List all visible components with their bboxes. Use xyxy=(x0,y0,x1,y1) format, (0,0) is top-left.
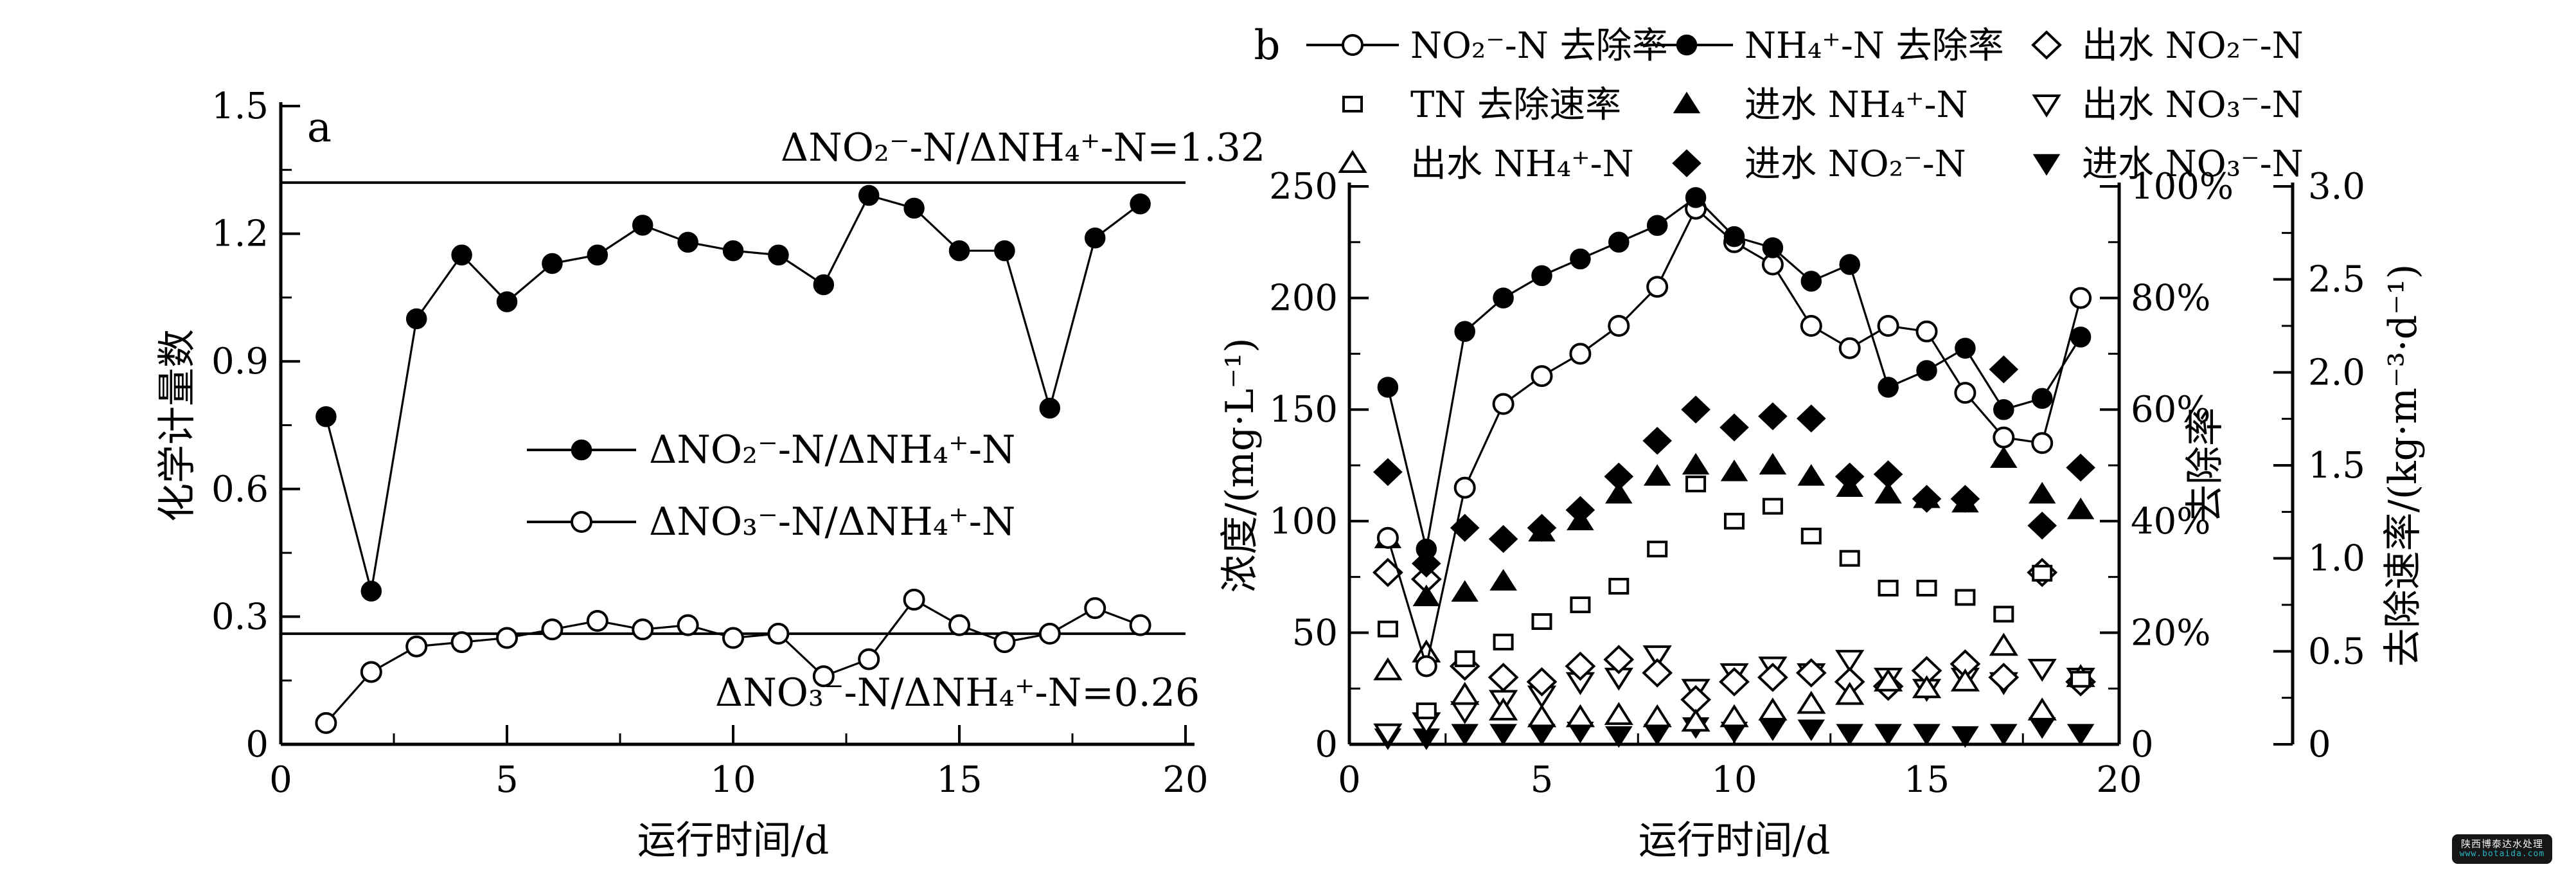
panel-a-legend: ΔNO₂⁻-N/ΔNH₄⁺-N ΔNO₃⁻-N/ΔNH₄⁺-N xyxy=(527,427,1015,544)
legend-item-nh4_removal: NH₄⁺-N 去除率 xyxy=(1640,25,2004,67)
legend-item-dno2-dnh4: ΔNO₂⁻-N/ΔNH₄⁺-N xyxy=(527,427,1015,472)
panel-a-letter: a xyxy=(307,104,332,152)
svg-text:10: 10 xyxy=(1711,759,1757,801)
watermark-company-name: 陕西博泰达水处理 xyxy=(2460,838,2543,850)
svg-text:1.2: 1.2 xyxy=(211,213,269,255)
svg-text:出水 NO₂⁻-N: 出水 NO₂⁻-N xyxy=(2082,25,2304,67)
svg-text:40%: 40% xyxy=(2131,501,2210,542)
svg-text:ΔNO₃⁻-N/ΔNH₄⁺-N=0.26: ΔNO₃⁻-N/ΔNH₄⁺-N=0.26 xyxy=(715,670,1200,715)
svg-text:0: 0 xyxy=(2131,724,2154,766)
panel-b-letter: b xyxy=(1254,22,1281,69)
svg-text:20: 20 xyxy=(2096,759,2142,801)
svg-text:进水 NO₃⁻-N: 进水 NO₃⁻-N xyxy=(2082,143,2304,185)
watermark-url: www.botaida.com xyxy=(2459,849,2545,859)
svg-text:ΔNO₃⁻-N/ΔNH₄⁺-N: ΔNO₃⁻-N/ΔNH₄⁺-N xyxy=(649,499,1015,544)
svg-text:20%: 20% xyxy=(2131,612,2210,654)
legend-item-eff_nh4: 出水 NH₄⁺-N xyxy=(1338,143,1634,185)
svg-text:进水 NO₂⁻-N: 进水 NO₂⁻-N xyxy=(1745,143,1966,185)
svg-text:3.0: 3.0 xyxy=(2308,166,2365,208)
svg-text:进水 NH₄⁺-N: 进水 NH₄⁺-N xyxy=(1745,84,1968,126)
svg-text:TN 去除速率: TN 去除速率 xyxy=(1410,84,1621,126)
series-dno2-dnh4 xyxy=(315,184,1151,602)
svg-text:200: 200 xyxy=(1269,278,1338,319)
svg-text:20: 20 xyxy=(1162,759,1208,801)
svg-text:化学计量数: 化学计量数 xyxy=(155,329,200,522)
series-tn_rate xyxy=(1377,475,2092,719)
svg-text:b: b xyxy=(1254,22,1281,69)
svg-text:15: 15 xyxy=(1904,759,1950,801)
legend-item-inf_no3: 进水 NO₃⁻-N xyxy=(2032,143,2304,185)
svg-text:0: 0 xyxy=(2308,724,2331,766)
svg-text:ΔNO₂⁻-N/ΔNH₄⁺-N: ΔNO₂⁻-N/ΔNH₄⁺-N xyxy=(649,427,1015,472)
svg-text:ΔNO₂⁻-N/ΔNH₄⁺-N=1.32: ΔNO₂⁻-N/ΔNH₄⁺-N=1.32 xyxy=(781,125,1265,170)
svg-text:0: 0 xyxy=(1338,759,1361,801)
svg-text:100%: 100% xyxy=(2131,166,2234,208)
svg-text:250: 250 xyxy=(1269,166,1338,208)
legend-item-inf_nh4: 进水 NH₄⁺-N xyxy=(1673,84,1968,126)
legend-item-tn_rate: TN 去除速率 xyxy=(1342,84,1621,126)
svg-text:1.5: 1.5 xyxy=(211,85,269,127)
svg-text:15: 15 xyxy=(936,759,982,801)
svg-text:0.9: 0.9 xyxy=(211,341,269,382)
legend-item-eff_no3: 出水 NO₃⁻-N xyxy=(2032,84,2304,126)
svg-text:150: 150 xyxy=(1269,389,1338,431)
svg-text:2.5: 2.5 xyxy=(2308,259,2365,301)
svg-text:60%: 60% xyxy=(2131,389,2210,431)
svg-text:运行时间/d: 运行时间/d xyxy=(1639,818,1831,863)
svg-text:0.3: 0.3 xyxy=(211,596,269,638)
svg-text:50: 50 xyxy=(1292,612,1338,654)
svg-text:NO₂⁻-N 去除率: NO₂⁻-N 去除率 xyxy=(1410,25,1668,67)
svg-text:5: 5 xyxy=(495,759,519,801)
watermark-badge: 陕西博泰达水处理 www.botaida.com xyxy=(2452,834,2552,864)
series-inf_no2 xyxy=(1373,355,2095,578)
svg-text:NH₄⁺-N 去除率: NH₄⁺-N 去除率 xyxy=(1745,25,2004,67)
svg-text:0: 0 xyxy=(269,759,292,801)
svg-text:10: 10 xyxy=(710,759,756,801)
svg-text:2.0: 2.0 xyxy=(2308,352,2365,393)
panel-a-axes: 0 0.3 0.6 0.9 1.2 1.5 0 5 10 15 20 运行时间/d 化学计量数 xyxy=(155,85,1209,863)
svg-text:0.6: 0.6 xyxy=(211,469,269,510)
svg-text:浓度/(mg·L⁻¹): 浓度/(mg·L⁻¹) xyxy=(1218,338,1263,593)
svg-text:运行时间/d: 运行时间/d xyxy=(637,818,830,863)
svg-text:0: 0 xyxy=(1315,724,1338,766)
svg-text:100: 100 xyxy=(1269,501,1338,542)
svg-text:出水 NO₃⁻-N: 出水 NO₃⁻-N xyxy=(2082,84,2304,126)
svg-text:出水 NH₄⁺-N: 出水 NH₄⁺-N xyxy=(1410,143,1634,185)
svg-text:1.0: 1.0 xyxy=(2308,538,2365,580)
legend-item-eff_no2: 出水 NO₂⁻-N xyxy=(2031,25,2304,67)
panel-b-legend: b NO₂⁻-N 去除率 NH₄⁺-N 去除率 出水 NO₂⁻-NTN 去除速率 进水 … xyxy=(1254,22,2304,185)
svg-text:5: 5 xyxy=(1531,759,1554,801)
svg-text:0.5: 0.5 xyxy=(2308,631,2365,672)
legend-item-inf_no2: 进水 NO₂⁻-N xyxy=(1672,143,1966,185)
series-eff_no2 xyxy=(1372,557,2096,715)
series-dno3-dnh4 xyxy=(315,588,1151,734)
panel-a-ref-lines: ΔNO₂⁻-N/ΔNH₄⁺-N=1.32 ΔNO₃⁻-N/ΔNH₄⁺-N=0.26 xyxy=(281,125,1265,715)
svg-text:去除率: 去除率 xyxy=(2183,408,2228,523)
svg-text:a: a xyxy=(307,104,332,152)
svg-text:80%: 80% xyxy=(2131,278,2210,319)
svg-text:1.5: 1.5 xyxy=(2308,445,2365,487)
legend-item-no2_removal: NO₂⁻-N 去除率 xyxy=(1306,25,1668,67)
svg-text:0: 0 xyxy=(245,724,269,766)
svg-text:去除速率/(kg·m⁻³·d⁻¹): 去除速率/(kg·m⁻³·d⁻¹) xyxy=(2381,264,2426,667)
legend-item-dno3-dnh4: ΔNO₃⁻-N/ΔNH₄⁺-N xyxy=(527,499,1015,544)
series-nh4_removal xyxy=(1377,187,2092,560)
